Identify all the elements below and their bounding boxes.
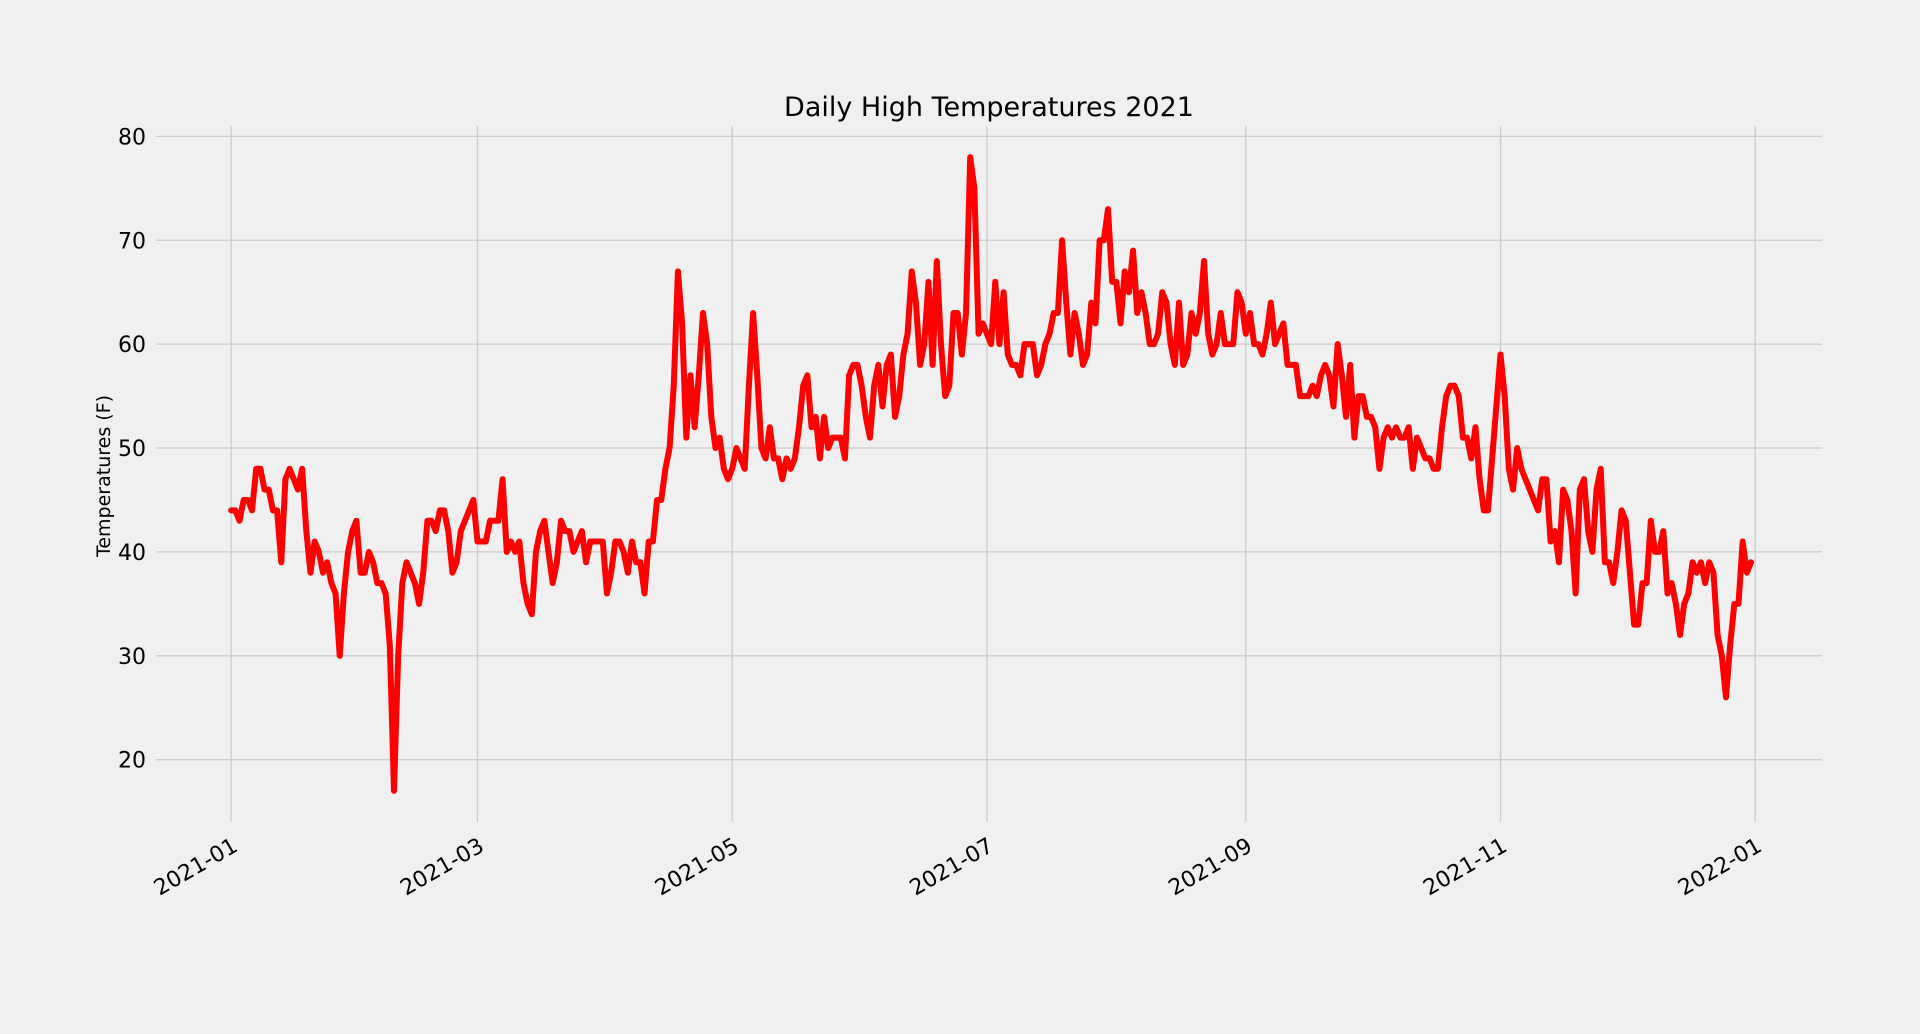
chart-title: Daily High Temperatures 2021 [784,92,1194,123]
y-tick-label: 20 [118,749,146,774]
y-tick-label: 50 [118,437,146,462]
y-tick-label: 60 [118,333,146,358]
y-axis-label: Temperatures (F) [93,395,115,558]
x-gridlines [230,126,1756,822]
series-line [228,154,1755,794]
y-tick-label: 40 [118,541,146,566]
y-tick-labels: 20 30 40 50 60 70 80 [118,125,146,773]
series-layer [228,154,1755,794]
y-tick-label: 30 [118,645,146,670]
y-tick-label: 80 [118,125,146,150]
y-tick-label: 70 [118,229,146,254]
